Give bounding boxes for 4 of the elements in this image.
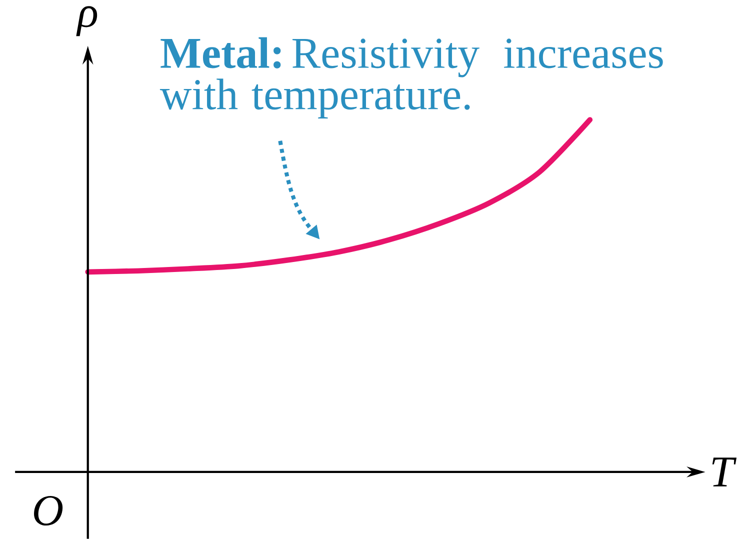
text: O (34, 496, 63, 526)
x-axis-title: T (712, 458, 737, 486)
y-axis-title: ρ (76, 6, 98, 36)
text: Metal: Resistivity increases with temperature. (160, 37, 663, 119)
